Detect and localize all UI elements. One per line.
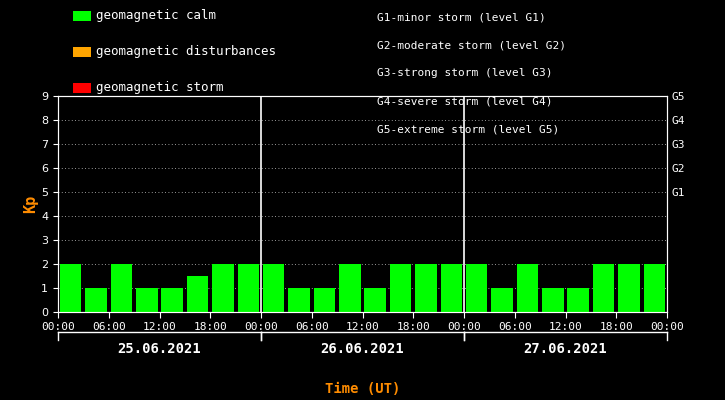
Bar <box>390 264 411 312</box>
Bar <box>86 288 107 312</box>
Text: 27.06.2021: 27.06.2021 <box>523 342 608 356</box>
Text: G5-extreme storm (level G5): G5-extreme storm (level G5) <box>377 124 559 134</box>
Text: geomagnetic calm: geomagnetic calm <box>96 10 217 22</box>
Text: G4-severe storm (level G4): G4-severe storm (level G4) <box>377 96 552 106</box>
Bar <box>111 264 132 312</box>
Bar <box>492 288 513 312</box>
Bar <box>415 264 436 312</box>
Text: geomagnetic storm: geomagnetic storm <box>96 82 224 94</box>
Bar <box>644 264 665 312</box>
Y-axis label: Kp: Kp <box>23 195 38 213</box>
Bar <box>212 264 233 312</box>
Text: 26.06.2021: 26.06.2021 <box>320 342 405 356</box>
Text: geomagnetic disturbances: geomagnetic disturbances <box>96 46 276 58</box>
Bar <box>136 288 157 312</box>
Text: G2-moderate storm (level G2): G2-moderate storm (level G2) <box>377 40 566 50</box>
Bar <box>568 288 589 312</box>
Bar <box>187 276 208 312</box>
Bar <box>162 288 183 312</box>
Bar <box>263 264 284 312</box>
Text: 25.06.2021: 25.06.2021 <box>117 342 202 356</box>
Bar <box>618 264 639 312</box>
Bar <box>593 264 614 312</box>
Text: G3-strong storm (level G3): G3-strong storm (level G3) <box>377 68 552 78</box>
Bar <box>517 264 538 312</box>
Bar <box>339 264 360 312</box>
Bar <box>238 264 259 312</box>
Text: Time (UT): Time (UT) <box>325 382 400 396</box>
Bar <box>60 264 81 312</box>
Bar <box>289 288 310 312</box>
Bar <box>441 264 462 312</box>
Bar <box>314 288 335 312</box>
Text: G1-minor storm (level G1): G1-minor storm (level G1) <box>377 12 546 22</box>
Bar <box>542 288 563 312</box>
Bar <box>466 264 487 312</box>
Bar <box>365 288 386 312</box>
